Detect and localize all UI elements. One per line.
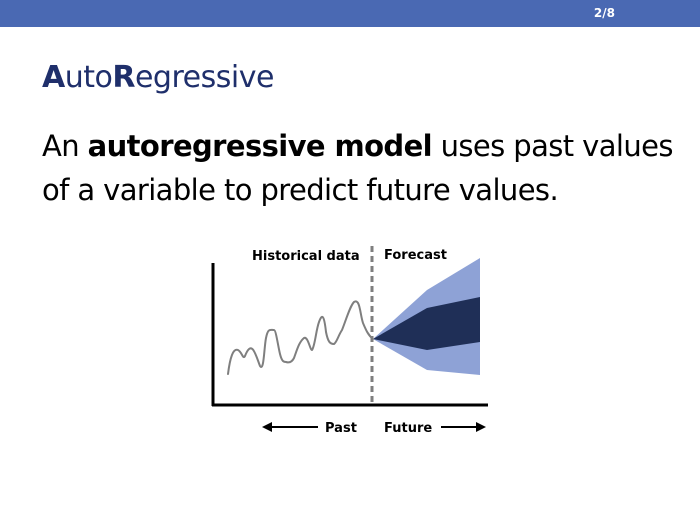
future-label: Future: [384, 421, 432, 436]
title-part-1: uto: [64, 60, 113, 95]
past-label: Past: [325, 421, 357, 436]
slide-counter: 2/8: [593, 6, 615, 20]
ar-forecast-diagram: Historical data Forecast Past Future: [211, 246, 488, 436]
title-initial-a: A: [42, 60, 65, 95]
definition-prefix: An: [42, 129, 88, 163]
definition-text: An autoregressive model uses past values…: [42, 124, 682, 212]
right-arrow-icon: [441, 422, 486, 432]
forecast-inner-band: [373, 297, 480, 350]
historical-data-label: Historical data: [252, 249, 360, 264]
definition-term: autoregressive model: [87, 129, 433, 163]
left-arrow-icon: [262, 422, 318, 432]
definition-suffix: uses past values of a variable to predic…: [42, 129, 673, 207]
title-part-2: egressive: [134, 60, 274, 95]
header-bar: 2/8: [0, 0, 700, 27]
historical-series-line: [227, 300, 374, 375]
title-initial-r: R: [112, 60, 135, 95]
forecast-label: Forecast: [384, 248, 447, 263]
slide-title: AutoRegressive: [42, 60, 274, 95]
